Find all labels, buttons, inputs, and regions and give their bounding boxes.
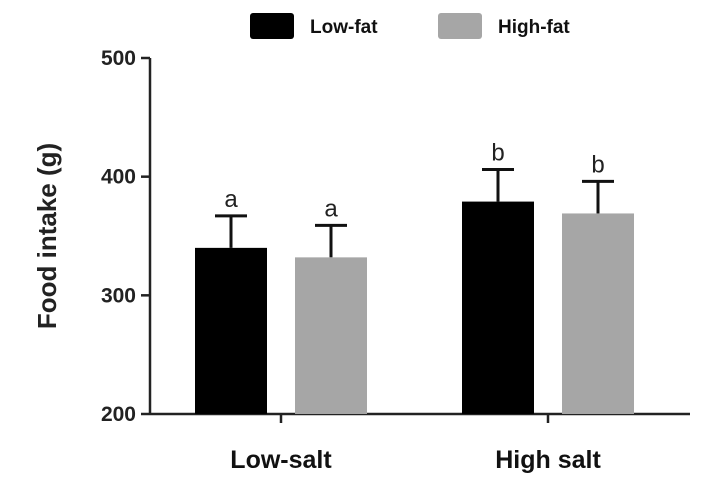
legend-swatch-high-fat (438, 13, 482, 39)
sig-label-0-1: b (491, 140, 504, 167)
y-tick-label-400: 400 (101, 166, 136, 189)
legend-swatch-low-fat (250, 13, 294, 39)
legend-label-high-fat: High-fat (498, 17, 570, 38)
category-label-1: High salt (495, 446, 601, 474)
y-tick-label-200: 200 (101, 403, 136, 426)
sig-label-1-1: b (591, 151, 604, 178)
bar-0-0 (195, 247, 267, 414)
category-label-0: Low-salt (230, 446, 332, 474)
bar-0-1 (462, 201, 534, 414)
sig-label-1-0: a (324, 195, 338, 222)
legend-label-low-fat: Low-fat (310, 17, 378, 38)
sig-label-0-0: a (224, 186, 238, 213)
bar-1-0 (295, 257, 367, 414)
bars: a a b b (195, 140, 634, 414)
y-tick-label-300: 300 (101, 284, 136, 307)
legend: Low-fat High-fat (250, 13, 570, 39)
y-tick-label-500: 500 (101, 47, 136, 70)
y-axis-label: Food intake (g) (32, 143, 62, 329)
category-labels: Low-salt High salt (230, 446, 601, 474)
bar-1-1 (562, 213, 634, 414)
